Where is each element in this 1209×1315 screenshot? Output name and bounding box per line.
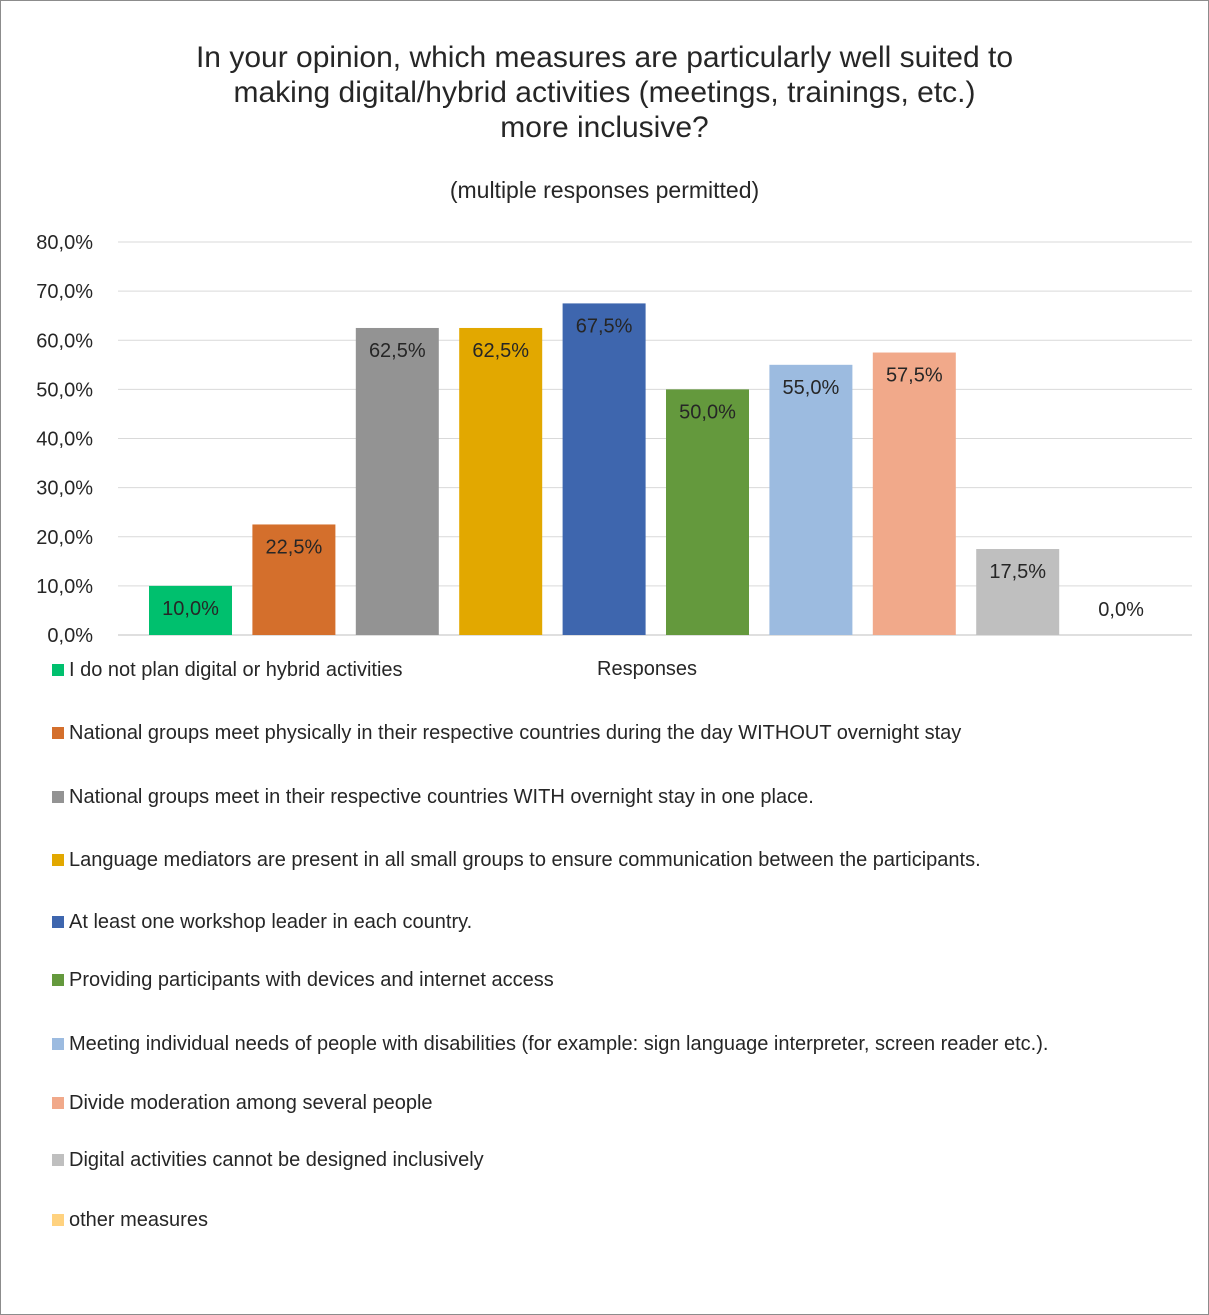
legend-label: Providing participants with devices and … <box>69 969 554 991</box>
y-tick-label: 60,0% <box>36 330 93 352</box>
legend-label: Meeting individual needs of people with … <box>69 1033 1049 1055</box>
bar-chart-plot: 0,0% 10,0% 20,0% 30,0% 40,0% 50,0% 60,0% 70,0% 8… <box>36 232 1192 647</box>
legend-item: other measures <box>52 1208 1187 1232</box>
chart-title-line-2: making digital/hybrid activities (meetin… <box>233 76 976 109</box>
chart-title-line-3: more inclusive? <box>500 111 709 144</box>
legend-swatch <box>52 1154 64 1166</box>
legend-item: Meeting individual needs of people with … <box>52 1032 1187 1056</box>
legend-label: At least one workshop leader in each cou… <box>69 911 473 933</box>
y-tick-label: 20,0% <box>36 527 93 549</box>
legend-item: National groups meet physically in their… <box>52 721 1187 745</box>
bar-2 <box>252 524 336 635</box>
legend-swatch <box>52 1214 64 1226</box>
legend-item: National groups meet in their respective… <box>52 785 1187 809</box>
legend-swatch <box>52 791 64 803</box>
y-tick-label: 80,0% <box>36 232 93 254</box>
bar-3 <box>355 327 439 635</box>
legend-swatch <box>52 916 64 928</box>
y-tick-label: 0,0% <box>47 625 93 647</box>
legend-label: Divide moderation among several people <box>69 1092 433 1114</box>
bar-7 <box>769 364 853 635</box>
y-tick-label: 10,0% <box>36 576 93 598</box>
legend-label: National groups meet physically in their… <box>69 722 962 744</box>
data-label: 62,5% <box>472 340 529 362</box>
legend-swatch <box>52 974 64 986</box>
chart-title: In your opinion, which measures are part… <box>0 40 1209 145</box>
legend-swatch <box>52 854 64 866</box>
legend-label: other measures <box>69 1209 208 1231</box>
bar-4 <box>459 327 543 635</box>
bar-8 <box>872 352 956 635</box>
legend-swatch <box>52 1038 64 1050</box>
y-tick-label: 50,0% <box>36 379 93 401</box>
bar-9 <box>976 549 1060 635</box>
y-tick-label: 70,0% <box>36 281 93 303</box>
data-label: 57,5% <box>886 365 943 387</box>
bar-6 <box>666 389 749 635</box>
legend-item: At least one workshop leader in each cou… <box>52 910 1187 934</box>
legend-item: I do not plan digital or hybrid activiti… <box>52 658 1187 682</box>
legend-label: I do not plan digital or hybrid activiti… <box>69 659 403 681</box>
legend-label: Digital activities cannot be designed in… <box>69 1149 484 1171</box>
legend-item: Divide moderation among several people <box>52 1091 1187 1115</box>
chart-title-line-1: In your opinion, which measures are part… <box>195 41 1014 74</box>
legend-label: Language mediators are present in all sm… <box>69 849 981 871</box>
legend-swatch <box>52 727 64 739</box>
data-label: 67,5% <box>576 315 633 337</box>
data-label: 55,0% <box>783 377 840 399</box>
bar-5 <box>562 303 646 635</box>
legend-label: National groups meet in their respective… <box>69 786 814 808</box>
x-axis-label: Responses <box>597 658 698 680</box>
data-label: 50,0% <box>679 401 736 423</box>
legend-item: Digital activities cannot be designed in… <box>52 1148 1187 1172</box>
legend-swatch <box>52 664 64 676</box>
legend-swatch <box>52 1097 64 1109</box>
chart-subtitle: (multiple responses permitted) <box>449 177 760 203</box>
legend-item: Providing participants with devices and … <box>52 968 1187 992</box>
bar-1 <box>149 585 232 635</box>
data-label: 10,0% <box>162 598 219 620</box>
data-label: 17,5% <box>989 561 1046 583</box>
data-label: 22,5% <box>266 536 323 558</box>
legend-item: Language mediators are present in all sm… <box>52 848 1187 872</box>
y-tick-label: 30,0% <box>36 478 93 500</box>
data-label: 62,5% <box>369 340 426 362</box>
y-tick-label: 40,0% <box>36 429 93 451</box>
data-label: 0,0% <box>1098 599 1144 621</box>
